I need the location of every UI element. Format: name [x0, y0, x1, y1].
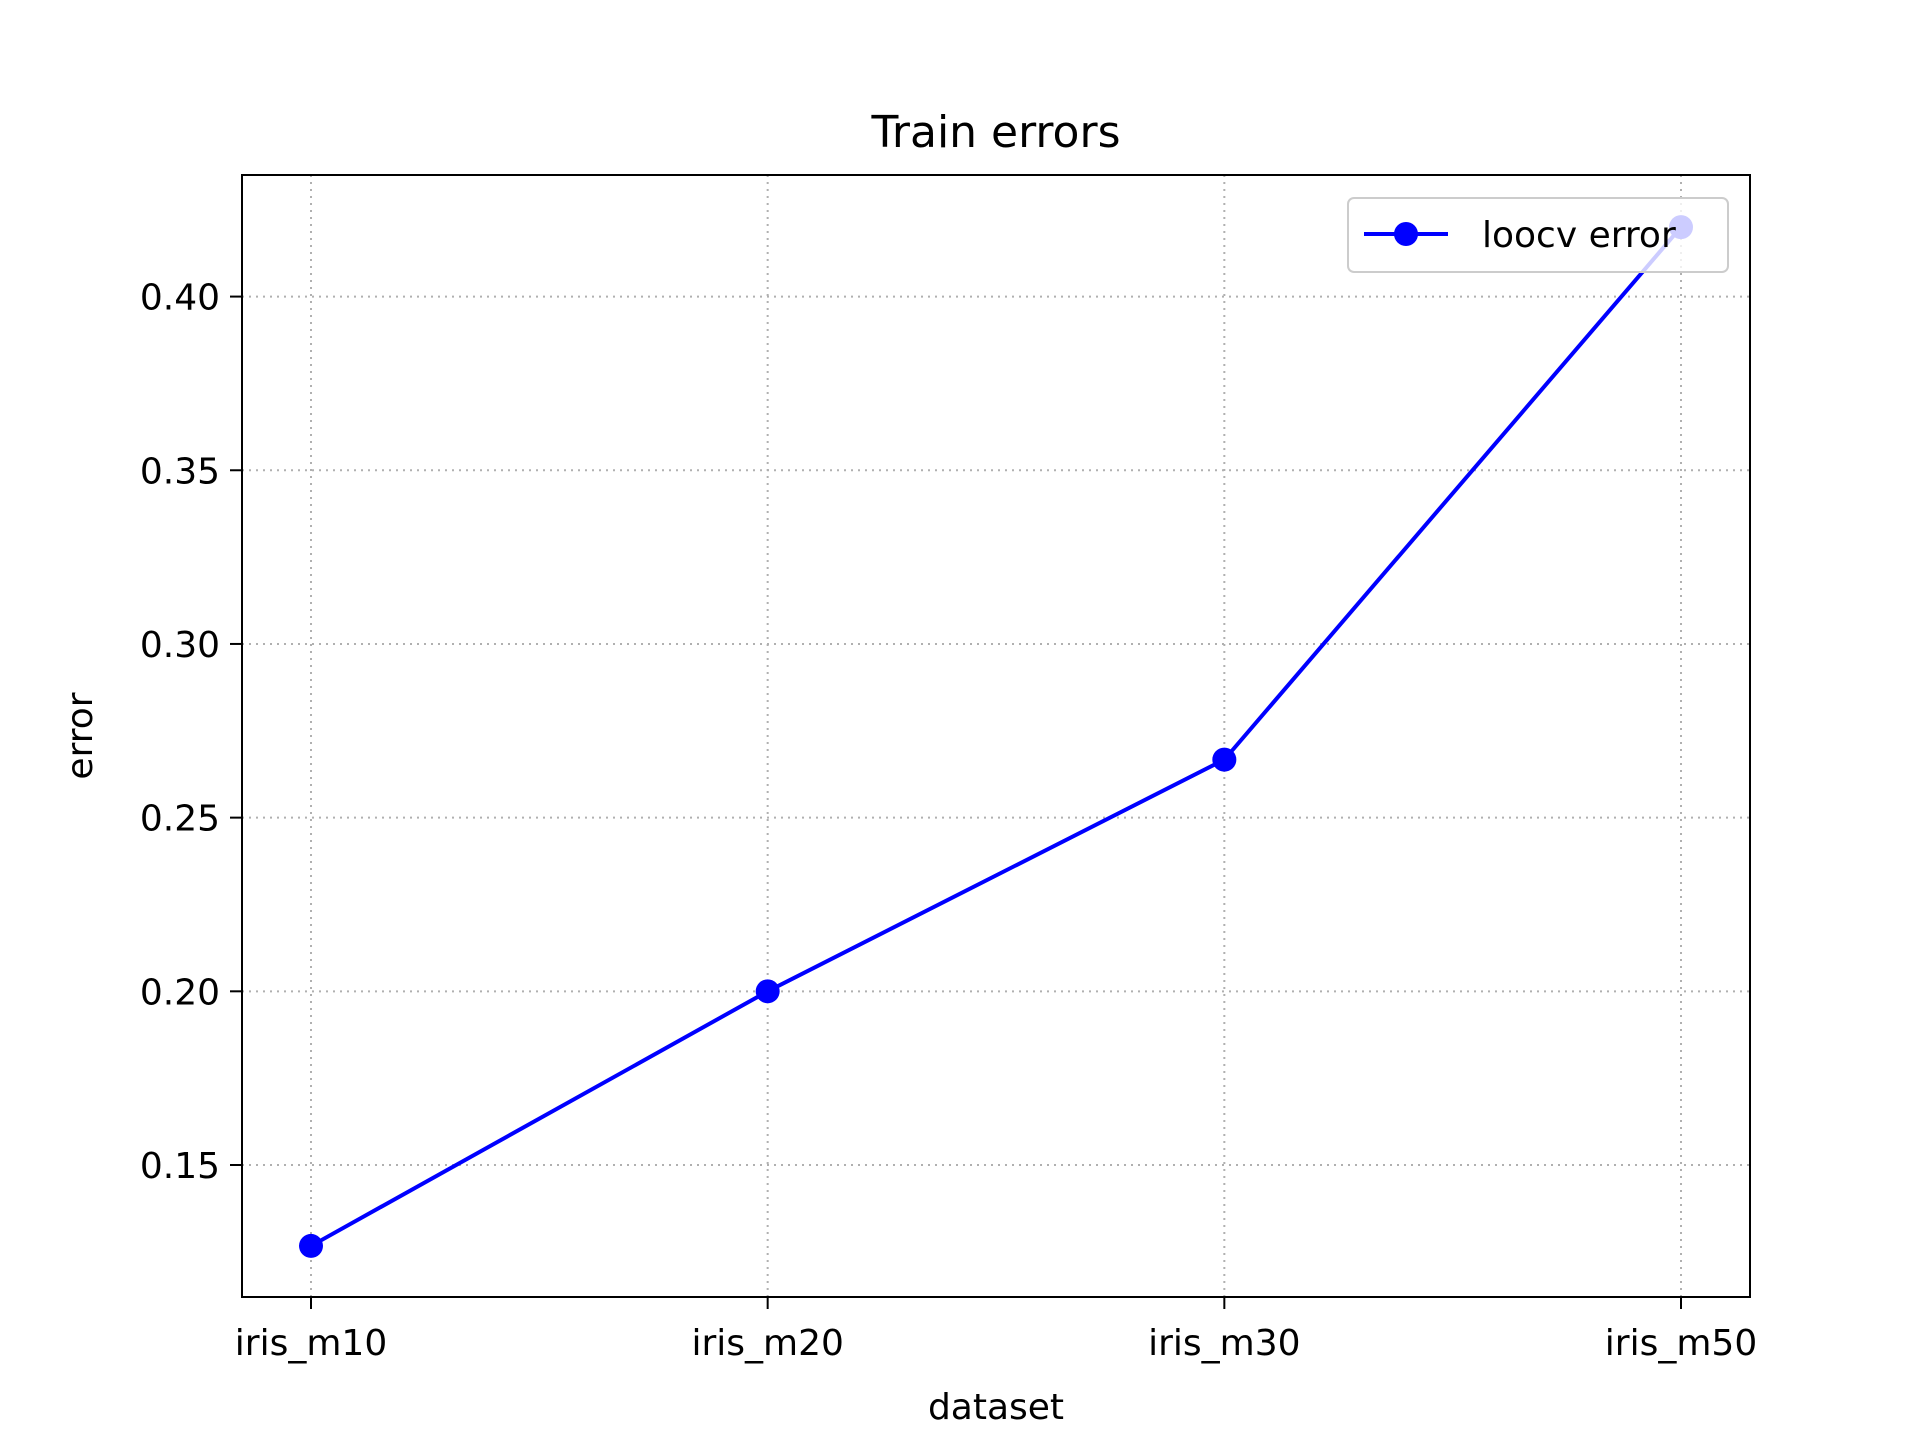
x-axis: iris_m10 iris_m20 iris_m30 iris_m50	[235, 1297, 1757, 1364]
legend-marker-sample	[1394, 222, 1418, 246]
plot-frame	[241, 174, 1751, 1298]
y-tick-label: 0.40	[140, 278, 220, 319]
x-axis-label: dataset	[928, 1387, 1064, 1428]
x-tick-label: iris_m20	[691, 1323, 843, 1364]
data-point	[1212, 747, 1237, 772]
legend-box	[1347, 197, 1729, 273]
chart-title: Train errors	[870, 107, 1120, 158]
y-tick-label: 0.30	[140, 625, 220, 666]
y-tick-label: 0.15	[140, 1146, 220, 1187]
legend-label: loocv error	[1482, 215, 1676, 256]
series-line	[310, 225, 1683, 1248]
y-tick-label: 0.35	[140, 451, 220, 492]
x-tick-label: iris_m50	[1605, 1323, 1757, 1364]
x-tick-label: iris_m10	[235, 1323, 387, 1364]
y-axis-label: error	[60, 692, 101, 779]
legend: loocv error	[1347, 197, 1729, 273]
grid-lines	[242, 175, 1750, 1297]
y-axis: 0.15 0.20 0.25 0.30 0.35 0.40	[140, 278, 242, 1187]
y-tick-label: 0.20	[140, 972, 220, 1013]
data-point	[299, 1233, 323, 1258]
data-point	[755, 979, 780, 1004]
x-tick-label: iris_m30	[1148, 1323, 1300, 1364]
y-tick-label: 0.25	[140, 799, 220, 840]
